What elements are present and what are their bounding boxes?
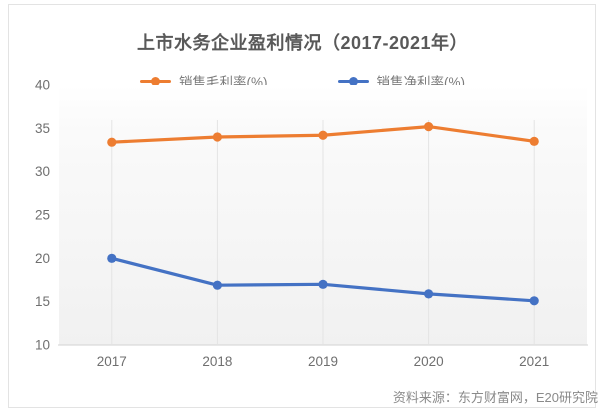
chart-title: 上市水务企业盈利情况（2017-2021年） — [136, 33, 469, 53]
line-dot-marker-icon — [140, 76, 171, 86]
data-point-销售净利率(%)-2020 — [424, 289, 434, 299]
data-point-销售毛利率(%)-2021 — [529, 136, 539, 146]
y-axis-label: 40 — [35, 78, 50, 93]
source-note: 资料来源：东方财富网，E20研究院 — [392, 390, 598, 405]
y-axis-label: 10 — [35, 338, 50, 353]
y-axis-label: 15 — [35, 294, 50, 309]
data-point-销售毛利率(%)-2018 — [212, 132, 222, 142]
data-point-销售净利率(%)-2017 — [107, 253, 117, 263]
data-point-销售净利率(%)-2019 — [318, 279, 328, 289]
y-axis-label: 30 — [35, 164, 50, 179]
data-point-销售毛利率(%)-2017 — [107, 137, 117, 147]
line-dot-marker-icon — [337, 76, 369, 86]
y-axis-label: 20 — [35, 251, 50, 266]
data-point-销售毛利率(%)-2020 — [424, 122, 434, 132]
x-axis-label: 2019 — [308, 354, 338, 369]
x-axis-label: 2017 — [97, 354, 127, 369]
x-axis-label: 2020 — [414, 354, 444, 369]
x-axis-label: 2021 — [519, 354, 549, 369]
data-point-销售净利率(%)-2018 — [212, 280, 222, 290]
y-axis-label: 35 — [35, 121, 50, 136]
data-point-销售净利率(%)-2021 — [529, 296, 539, 306]
data-point-销售毛利率(%)-2019 — [318, 130, 328, 140]
x-axis-label: 2018 — [202, 354, 232, 369]
y-axis-label: 25 — [35, 208, 50, 223]
